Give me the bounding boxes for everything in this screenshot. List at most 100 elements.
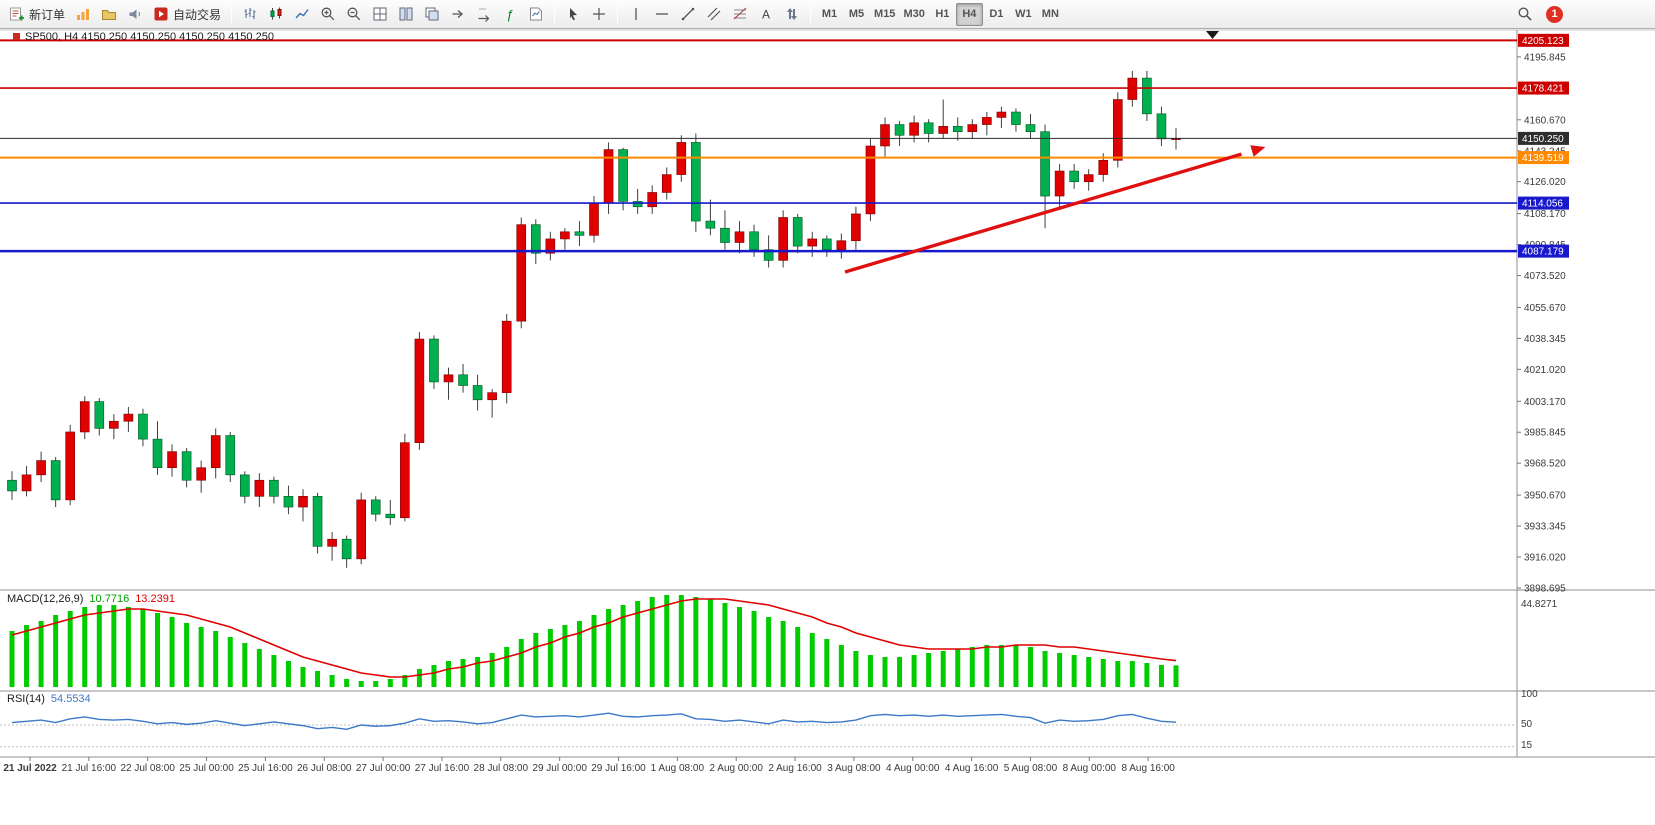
zoom-in-button[interactable] bbox=[315, 3, 341, 26]
macd-bar bbox=[1013, 645, 1019, 687]
svg-text:4021.020: 4021.020 bbox=[1524, 365, 1566, 376]
candle bbox=[181, 451, 192, 481]
cursor-button[interactable] bbox=[560, 3, 586, 26]
macd-bar bbox=[53, 615, 59, 687]
candle bbox=[443, 374, 454, 383]
chart-shift-button[interactable] bbox=[445, 3, 471, 26]
timeframe-mn[interactable]: MN bbox=[1037, 3, 1064, 26]
horizontal-line-button[interactable] bbox=[649, 3, 675, 26]
tile-windows-button[interactable] bbox=[393, 3, 419, 26]
macd-bar bbox=[271, 655, 277, 687]
timeframe-w1[interactable]: W1 bbox=[1010, 3, 1037, 26]
channel-button[interactable] bbox=[701, 3, 727, 26]
object-anchor-icon bbox=[1206, 31, 1219, 39]
new-order-button[interactable]: 新订单 bbox=[4, 3, 70, 26]
timeframe-m5[interactable]: M5 bbox=[843, 3, 870, 26]
timeframe-h4[interactable]: H4 bbox=[955, 2, 983, 26]
candle bbox=[516, 224, 527, 322]
trendline-icon bbox=[680, 6, 696, 22]
text-tool-button[interactable]: A bbox=[753, 3, 779, 26]
svg-text:ƒ: ƒ bbox=[506, 7, 513, 22]
charts-button[interactable] bbox=[70, 3, 96, 26]
candle bbox=[7, 479, 17, 492]
chart-candles-button[interactable] bbox=[263, 3, 289, 26]
candle bbox=[312, 496, 323, 547]
svg-text:29 Jul 16:00: 29 Jul 16:00 bbox=[591, 763, 646, 774]
alerts-button[interactable] bbox=[122, 3, 148, 26]
candle bbox=[472, 385, 483, 401]
auto-trading-button[interactable]: 自动交易 bbox=[148, 3, 226, 26]
macd-bar bbox=[446, 661, 451, 687]
macd-bar bbox=[300, 667, 306, 687]
rsi-level-100: 100 bbox=[1521, 689, 1538, 700]
auto-scroll-button[interactable] bbox=[471, 3, 497, 26]
svg-text:8 Aug 16:00: 8 Aug 16:00 bbox=[1121, 763, 1175, 774]
trendline-button[interactable] bbox=[675, 3, 701, 26]
rsi-level-50: 50 bbox=[1521, 719, 1533, 730]
crosshair-button[interactable] bbox=[586, 3, 612, 26]
candle bbox=[720, 227, 730, 243]
indicators-button[interactable]: ƒ bbox=[497, 3, 523, 26]
notification-badge[interactable]: 1 bbox=[1546, 5, 1563, 23]
macd-bar bbox=[489, 653, 495, 687]
profiles-button[interactable] bbox=[96, 3, 122, 26]
candle bbox=[327, 538, 337, 547]
svg-text:26 Jul 08:00: 26 Jul 08:00 bbox=[297, 763, 352, 774]
candle bbox=[1069, 170, 1079, 183]
macd-bar bbox=[882, 657, 888, 687]
candle bbox=[589, 202, 599, 236]
candle bbox=[283, 496, 294, 508]
separator bbox=[617, 4, 619, 24]
horizontal-line-icon bbox=[654, 6, 670, 22]
candle bbox=[501, 320, 512, 393]
zoom-out-button[interactable] bbox=[341, 3, 367, 26]
auto-trading-icon bbox=[153, 6, 169, 22]
macd-label: MACD(12,26,9) 10.7716 13.2391 bbox=[7, 593, 175, 605]
cascade-windows-button[interactable] bbox=[419, 3, 445, 26]
candle bbox=[691, 142, 701, 222]
chart-line-button[interactable] bbox=[289, 3, 315, 26]
candle bbox=[821, 238, 832, 250]
candle bbox=[792, 217, 803, 247]
macd-bar bbox=[242, 643, 248, 687]
candle bbox=[952, 126, 963, 132]
svg-text:27 Jul 16:00: 27 Jul 16:00 bbox=[415, 763, 470, 774]
chart-bars-button[interactable] bbox=[237, 3, 263, 26]
timeframe-m1[interactable]: M1 bbox=[816, 3, 843, 26]
candle bbox=[254, 479, 265, 497]
candle bbox=[1040, 131, 1050, 197]
candle bbox=[1142, 77, 1152, 115]
macd-bar bbox=[504, 647, 510, 687]
macd-signal-line bbox=[11, 598, 1177, 678]
svg-text:4055.670: 4055.670 bbox=[1524, 303, 1566, 314]
macd-bar bbox=[867, 655, 873, 687]
fibonacci-button[interactable] bbox=[727, 3, 753, 26]
time-axis: 21 Jul 2022 21 Jul 16:00 22 Jul 08:00 25 Ju… bbox=[3, 757, 1175, 774]
search-button[interactable] bbox=[1512, 3, 1538, 26]
arrows-tool-button[interactable] bbox=[779, 3, 805, 26]
svg-text:22 Jul 08:00: 22 Jul 08:00 bbox=[120, 763, 175, 774]
tile-windows-icon bbox=[398, 6, 414, 22]
price-tag bbox=[1518, 33, 1569, 47]
new-chart-button[interactable] bbox=[367, 3, 393, 26]
timeframe-d1[interactable]: D1 bbox=[983, 3, 1010, 26]
macd-bar bbox=[460, 659, 466, 687]
timeframe-h1[interactable]: H1 bbox=[929, 3, 956, 26]
macd-bar bbox=[926, 653, 932, 687]
search-icon bbox=[1517, 6, 1533, 22]
candle bbox=[1025, 124, 1036, 132]
timeframe-m15[interactable]: M15 bbox=[870, 3, 899, 26]
templates-button[interactable] bbox=[523, 3, 549, 26]
macd-bar bbox=[1028, 647, 1033, 687]
svg-text:25 Jul 16:00: 25 Jul 16:00 bbox=[238, 763, 293, 774]
zoom-in-icon bbox=[320, 6, 336, 22]
vertical-line-button[interactable] bbox=[623, 3, 649, 26]
macd-bar bbox=[911, 655, 917, 687]
rsi-value: 54.5534 bbox=[50, 693, 91, 705]
svg-text:21 Jul 2022: 21 Jul 2022 bbox=[3, 763, 57, 774]
svg-text:4 Aug 00:00: 4 Aug 00:00 bbox=[886, 763, 940, 774]
timeframe-m30[interactable]: M30 bbox=[899, 3, 928, 26]
cursor-icon bbox=[565, 6, 581, 22]
candle bbox=[109, 420, 119, 429]
